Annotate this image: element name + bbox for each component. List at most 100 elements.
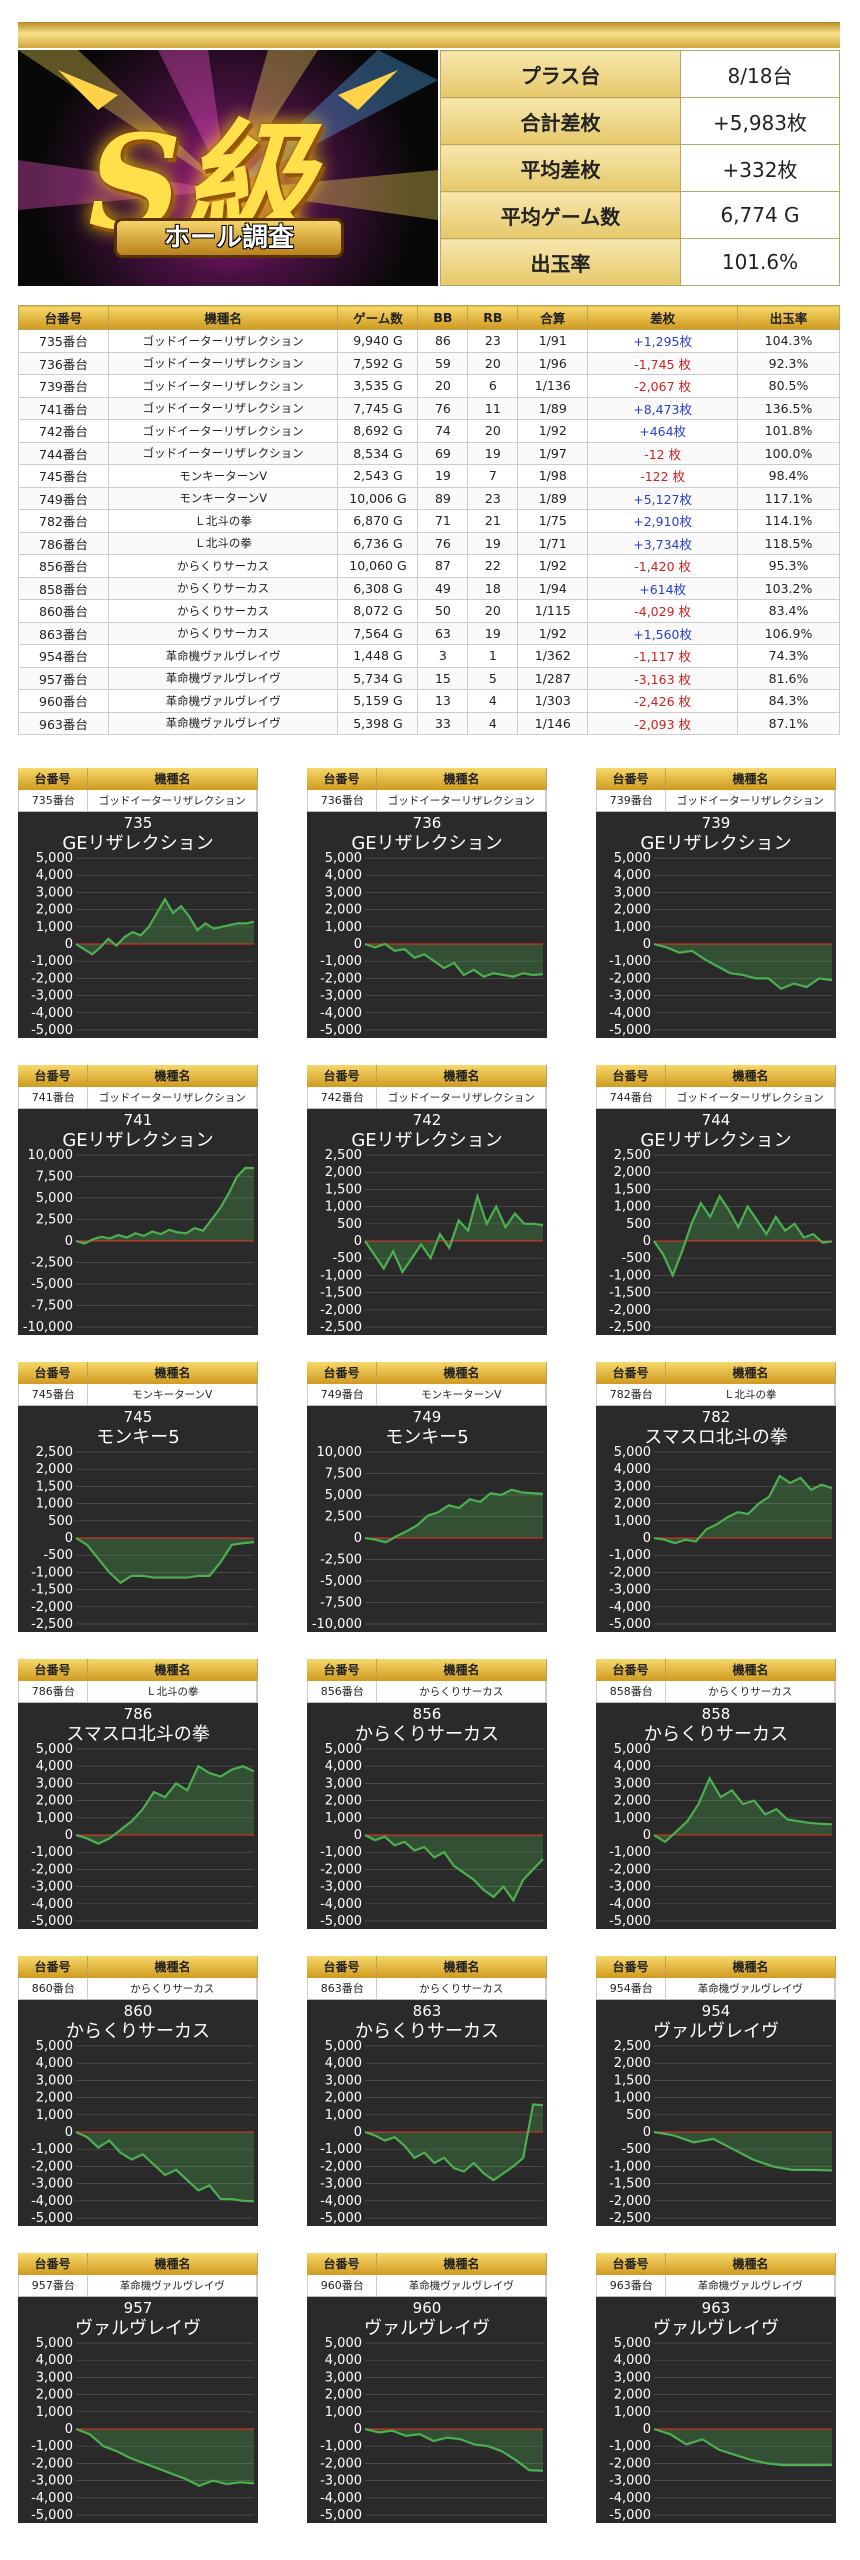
table-cell: 7,564 G: [337, 621, 419, 645]
y-tick-label: -3,000: [31, 1880, 73, 1895]
column-header: 差枚: [587, 305, 739, 330]
series-area: [654, 1476, 832, 1544]
y-tick-label: 0: [354, 937, 362, 952]
table-cell: -1,117 枚: [587, 644, 739, 668]
graph-title: モンキー5: [385, 1427, 468, 1448]
graph-machine-no: 782: [702, 1408, 731, 1426]
y-tick-label: -7,500: [31, 1299, 73, 1314]
y-tick-label: -1,500: [609, 1286, 651, 1301]
y-tick-label: -2,000: [31, 1600, 73, 1615]
panel-info-row: 860番台 からくりサーカス: [18, 1978, 258, 2000]
table-cell: 50: [417, 599, 469, 623]
y-tick-label: 500: [626, 1217, 651, 1232]
table-cell: 59: [417, 351, 469, 375]
panel-header-number: 台番号: [18, 1065, 88, 1087]
panel-header-model: 機種名: [377, 768, 547, 790]
table-cell: 963番台: [18, 711, 109, 735]
series-line: [653, 2427, 833, 2467]
graph-background: [596, 812, 836, 1038]
light-rays-icon: [18, 50, 438, 220]
panel-machine-number: 860番台: [19, 1978, 89, 1999]
table-cell: 3: [417, 644, 469, 668]
graph-background: [307, 812, 547, 1038]
table-cell: 749番台: [18, 486, 109, 510]
table-cell: モンキーターンV: [107, 464, 339, 488]
panel-machine-model: ゴッドイーターリザレクション: [666, 1087, 835, 1108]
panel-header: 台番号 機種名: [18, 768, 258, 790]
y-tick-label: 4,000: [325, 868, 362, 883]
series-area: [365, 2104, 543, 2181]
panel-header-number: 台番号: [307, 1659, 377, 1681]
summary-label: プラス台: [440, 50, 681, 98]
y-tick-label: 0: [65, 937, 73, 952]
y-tick-label: -2,500: [609, 2211, 651, 2226]
y-tick-label: -2,000: [320, 971, 362, 986]
panel-header-number: 台番号: [596, 1956, 666, 1978]
panel-info-row: 735番台 ゴッドイーターリザレクション: [18, 790, 258, 812]
y-tick-label: 3,000: [36, 1776, 73, 1791]
table-cell: 革命機ヴァルヴレイヴ: [107, 644, 339, 668]
y-tick-label: -5,000: [31, 1023, 73, 1038]
panel-header-number: 台番号: [18, 1956, 88, 1978]
y-tick-label: -1,000: [609, 2159, 651, 2174]
y-tick-label: -2,000: [31, 2456, 73, 2471]
y-tick-label: 5,000: [36, 1191, 73, 1206]
graph-background: [307, 1109, 547, 1335]
table-cell: 21: [467, 509, 519, 533]
summary-row: 合計差枚 +5,983枚: [440, 97, 840, 145]
y-tick-label: -2,000: [609, 1565, 651, 1580]
panel-header: 台番号 機種名: [18, 1362, 258, 1384]
graph-title: からくりサーカス: [644, 1724, 788, 1745]
summary-label: 平均差枚: [440, 144, 681, 192]
y-tick-label: -2,500: [320, 1553, 362, 1568]
summary-table: プラス台 8/18台 合計差枚 +5,983枚 平均差枚 +332枚 平均ゲーム数 6,774…: [440, 50, 840, 286]
table-cell: 1/97: [517, 441, 589, 465]
y-tick-label: 0: [65, 1234, 73, 1249]
table-cell: 74.3%: [737, 644, 840, 668]
y-tick-label: 5,000: [325, 1488, 362, 1503]
panel-header-model: 機種名: [88, 768, 258, 790]
table-row: 957番台 革命機ヴァルヴレイヴ 5,734 G 15 5 1/287 -3,163 枚 81…: [18, 666, 840, 690]
table-cell: ゴッドイーターリザレクション: [107, 441, 339, 465]
table-cell: 4: [467, 689, 519, 713]
table-cell: 741番台: [18, 396, 109, 420]
y-tick-label: 4,000: [614, 1462, 651, 1477]
panel-header: 台番号 機種名: [596, 1362, 836, 1384]
y-tick-label: 3,000: [36, 885, 73, 900]
panel-machine-number: 741番台: [19, 1087, 89, 1108]
y-tick-label: -5,000: [31, 2508, 73, 2523]
series-line: [653, 1194, 833, 1279]
column-header: 機種名: [107, 305, 339, 330]
y-tick-label: 2,000: [614, 2388, 651, 2403]
panel-header-number: 台番号: [307, 768, 377, 790]
graph-panel: 台番号 機種名 749番台 モンキーターンV 749 モンキー5 10,000 7,500 5,…: [307, 1362, 547, 1632]
panel-header-model: 機種名: [666, 1065, 836, 1087]
table-cell: 7,592 G: [337, 351, 419, 375]
y-tick-label: 1,000: [614, 1514, 651, 1529]
table-cell: ゴッドイーターリザレクション: [107, 396, 339, 420]
panel-info-row: 957番台 革命機ヴァルヴレイヴ: [18, 2275, 258, 2297]
graph-machine-no: 954: [702, 2002, 731, 2020]
top-gold-bar: [18, 22, 840, 48]
table-cell: 5,734 G: [337, 666, 419, 690]
table-cell: -1,745 枚: [587, 351, 739, 375]
graph-title: スマスロ北斗の拳: [66, 1724, 209, 1745]
graph-panel: 台番号 機種名 741番台 ゴッドイーターリザレクション 741 GEリザレクション 10,…: [18, 1065, 258, 1335]
table-cell: 20: [467, 419, 519, 443]
y-tick-label: 4,000: [36, 2353, 73, 2368]
graph-background: [596, 1703, 836, 1929]
table-cell: からくりサーカス: [107, 576, 339, 600]
panel-header: 台番号 機種名: [596, 1065, 836, 1087]
summary-label: 合計差枚: [440, 97, 681, 145]
y-tick-label: -500: [43, 1548, 73, 1563]
y-tick-label: 0: [354, 1531, 362, 1546]
table-cell: 5: [467, 666, 519, 690]
panel-machine-number: 735番台: [19, 790, 89, 811]
graph-machine-no: 744: [702, 1111, 731, 1129]
panel-machine-model: ゴッドイーターリザレクション: [666, 790, 835, 811]
panel-machine-model: からくりサーカス: [666, 1681, 835, 1702]
y-tick-label: 3,000: [614, 1479, 651, 1494]
graph-background: [18, 812, 258, 1038]
